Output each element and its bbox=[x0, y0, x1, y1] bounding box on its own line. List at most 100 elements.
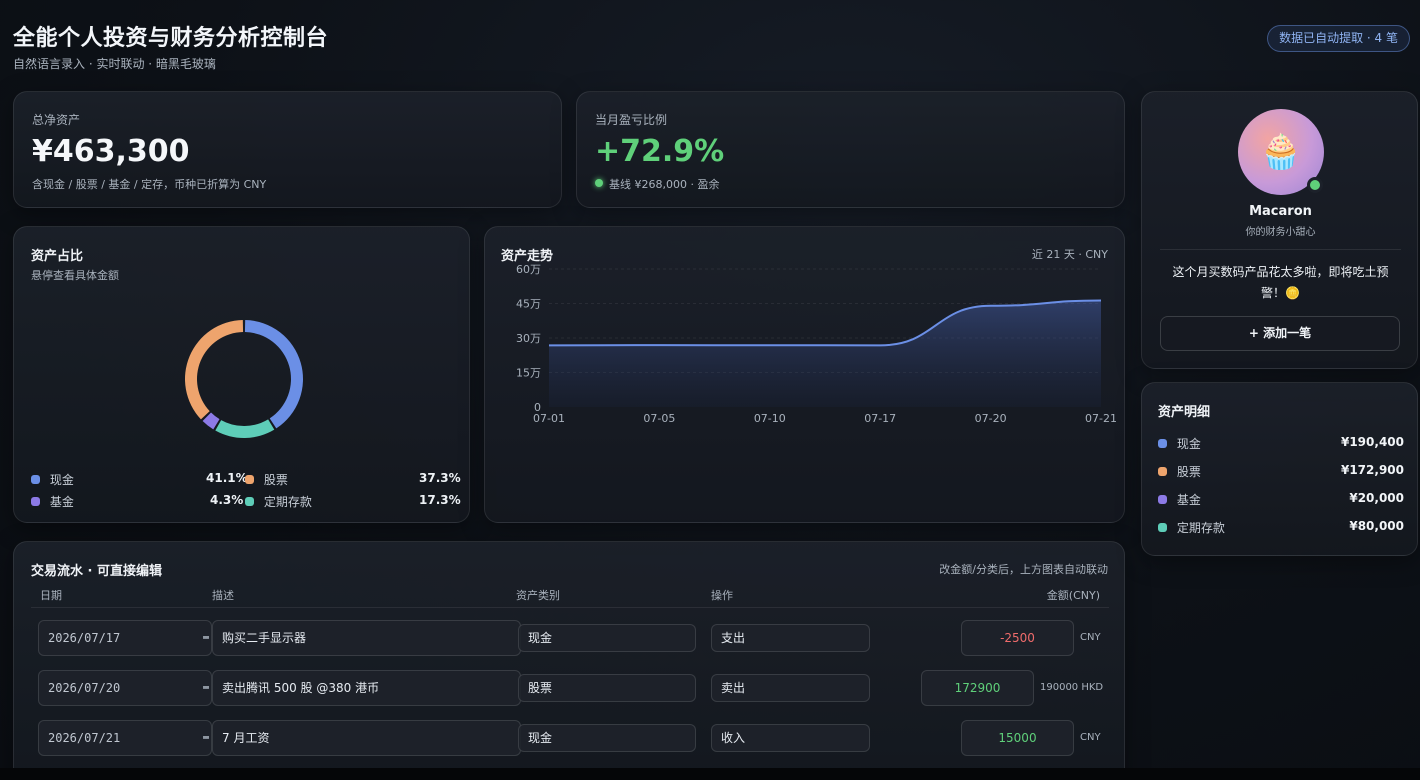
category-select[interactable]: 股票 bbox=[518, 674, 696, 702]
y-tick-label: 30万 bbox=[516, 332, 541, 345]
table-row: 2026/07/21 ▬ 7 月工资 现金 收入 15000 CNY bbox=[14, 720, 1126, 756]
transactions-title: 交易流水 · 可直接编辑 bbox=[31, 564, 162, 579]
legend-pct-cash: 41.1% bbox=[206, 471, 248, 485]
y-tick-label: 0 bbox=[534, 401, 541, 414]
trend-line[interactable] bbox=[548, 299, 1102, 347]
profile-card: 🧁 Macaron 你的财务小甜心 这个月买数码产品花太多啦，即将吃土预警！🪙 … bbox=[1141, 91, 1418, 369]
legend-pct-deposits: 17.3% bbox=[419, 493, 461, 507]
column-header-amount: 金额(CNY) bbox=[1046, 589, 1100, 602]
amount-input[interactable]: 172900 bbox=[921, 670, 1034, 706]
description-input[interactable]: 购买二手显示器 bbox=[212, 620, 521, 656]
legend-label: 基金 bbox=[49, 495, 74, 509]
trend-title: 资产走势 bbox=[501, 249, 554, 264]
donut-slice-1[interactable] bbox=[185, 320, 244, 420]
date-input[interactable]: 2026/07/20 ▬ bbox=[38, 670, 212, 706]
detail-dot-icon bbox=[1158, 495, 1167, 504]
bottom-bar bbox=[0, 768, 1420, 780]
profile-divider bbox=[1160, 249, 1401, 250]
original-amount: 190000 HKD bbox=[1040, 682, 1104, 693]
table-row: 2026/07/20 ▬ 卖出腾讯 500 股 @380 港币 股票 卖出 17… bbox=[14, 670, 1126, 706]
table-divider bbox=[31, 607, 1109, 608]
action-select[interactable]: 卖出 bbox=[711, 674, 870, 702]
description-input[interactable]: 卖出腾讯 500 股 @380 港币 bbox=[212, 670, 521, 706]
donut-slice-3[interactable] bbox=[215, 419, 275, 438]
page-title: 全能个人投资与财务分析控制台 bbox=[13, 26, 329, 51]
x-tick-label: 07-05 bbox=[643, 412, 675, 425]
legend-label: 股票 bbox=[263, 473, 288, 487]
auto-extract-badge: 数据已自动提取 · 4 笔 bbox=[1267, 25, 1410, 52]
allocation-hint: 悬停查看具体金额 bbox=[31, 269, 119, 282]
profile-name: Macaron bbox=[1249, 204, 1312, 219]
monthly-pnl-card: 当月盈亏比例 +72.9% 基线 ¥268,000 · 盈余 bbox=[576, 91, 1125, 208]
column-header-date: 日期 bbox=[40, 589, 62, 602]
details-title: 资产明细 bbox=[1158, 405, 1211, 420]
page-subtitle: 自然语言录入 · 实时联动 · 暗黑毛玻璃 bbox=[13, 57, 216, 71]
monthly-pnl-note: 基线 ¥268,000 · 盈余 bbox=[609, 178, 720, 191]
date-value: 2026/07/21 bbox=[48, 731, 121, 745]
trend-range-label: 近 21 天 · CNY bbox=[1031, 248, 1108, 261]
category-select[interactable]: 现金 bbox=[518, 724, 696, 752]
trend-card: 资产走势 近 21 天 · CNY 0 15万 30万 45万 60万 07-01 07-0… bbox=[484, 226, 1125, 523]
profile-tagline: 你的财务小甜心 bbox=[1245, 227, 1316, 238]
amount-input[interactable]: 15000 bbox=[961, 720, 1074, 756]
description-input[interactable]: 7 月工资 bbox=[212, 720, 521, 756]
legend-pct-funds: 4.3% bbox=[210, 493, 244, 507]
detail-dot-icon bbox=[1158, 439, 1167, 448]
legend-dot-icon bbox=[245, 497, 254, 506]
assistant-message: 这个月买数码产品花太多啦，即将吃土预警！🪙 bbox=[1172, 265, 1389, 300]
action-select[interactable]: 支出 bbox=[711, 624, 870, 652]
x-tick-label: 07-20 bbox=[975, 412, 1007, 425]
original-amount: CNY bbox=[1080, 732, 1101, 743]
y-tick-label: 45万 bbox=[516, 298, 541, 311]
calendar-icon[interactable]: ▬ bbox=[202, 632, 209, 643]
detail-row-funds: 基金 ¥20,000 bbox=[1158, 491, 1404, 508]
monthly-pnl-label: 当月盈亏比例 bbox=[595, 113, 668, 127]
net-worth-value: ¥463,300 bbox=[32, 134, 190, 169]
detail-value: ¥20,000 bbox=[1349, 491, 1404, 505]
detail-value: ¥80,000 bbox=[1349, 519, 1404, 533]
surplus-indicator-icon bbox=[595, 179, 603, 187]
table-row: 2026/07/17 ▬ 购买二手显示器 现金 支出 -2500 CNY bbox=[14, 620, 1126, 656]
legend-item-cash: 现金 bbox=[31, 471, 74, 488]
amount-input[interactable]: -2500 bbox=[961, 620, 1074, 656]
allocation-card: 资产占比 悬停查看具体金额 现金 41.1% 股票 37.3% 基金 4.3% … bbox=[13, 226, 470, 523]
trend-area bbox=[549, 300, 1101, 407]
y-tick-label: 15万 bbox=[516, 367, 541, 380]
legend-dot-icon bbox=[245, 475, 254, 484]
calendar-icon[interactable]: ▬ bbox=[202, 682, 209, 693]
online-status-icon bbox=[1307, 177, 1323, 193]
donut-slice-2[interactable] bbox=[202, 412, 220, 430]
date-input[interactable]: 2026/07/17 ▬ bbox=[38, 620, 212, 656]
legend-item-stocks: 股票 bbox=[245, 471, 288, 488]
x-tick-label: 07-21 bbox=[1085, 412, 1117, 425]
transactions-card: 交易流水 · 可直接编辑 改金额/分类后，上方图表自动联动 日期 描述 资产类别… bbox=[13, 541, 1125, 780]
category-select[interactable]: 现金 bbox=[518, 624, 696, 652]
transactions-hint: 改金额/分类后，上方图表自动联动 bbox=[939, 563, 1108, 576]
legend-item-funds: 基金 bbox=[31, 493, 74, 510]
detail-label: 股票 bbox=[1176, 465, 1201, 479]
column-header-desc: 描述 bbox=[212, 589, 234, 602]
column-header-action: 操作 bbox=[711, 589, 733, 602]
donut-slice-0[interactable] bbox=[244, 320, 303, 429]
calendar-icon[interactable]: ▬ bbox=[202, 732, 209, 743]
net-worth-label: 总净资产 bbox=[32, 113, 81, 127]
legend-dot-icon bbox=[31, 475, 40, 484]
x-tick-label: 07-17 bbox=[864, 412, 896, 425]
detail-value: ¥172,900 bbox=[1340, 463, 1404, 477]
add-transaction-button[interactable]: + 添加一笔 bbox=[1160, 316, 1400, 351]
date-value: 2026/07/20 bbox=[48, 681, 121, 695]
allocation-title: 资产占比 bbox=[31, 249, 84, 264]
date-value: 2026/07/17 bbox=[48, 631, 121, 645]
monthly-pnl-value: +72.9% bbox=[595, 134, 725, 169]
legend-item-deposits: 定期存款 bbox=[245, 493, 312, 510]
allocation-donut-chart[interactable] bbox=[164, 299, 324, 459]
action-select[interactable]: 收入 bbox=[711, 724, 870, 752]
detail-value: ¥190,400 bbox=[1340, 435, 1404, 449]
date-input[interactable]: 2026/07/21 ▬ bbox=[38, 720, 212, 756]
asset-trend-chart[interactable]: 0 15万 30万 45万 60万 07-01 07-05 07-10 07-17 07-20 07… bbox=[485, 227, 1126, 524]
cupcake-icon: 🧁 bbox=[1259, 132, 1303, 172]
detail-dot-icon bbox=[1158, 467, 1167, 476]
detail-dot-icon bbox=[1158, 523, 1167, 532]
net-worth-note: 含现金 / 股票 / 基金 / 定存，币种已折算为 CNY bbox=[32, 178, 267, 191]
asset-details-card: 资产明细 现金 ¥190,400 股票 ¥172,900 基金 ¥20,000 … bbox=[1141, 382, 1418, 556]
